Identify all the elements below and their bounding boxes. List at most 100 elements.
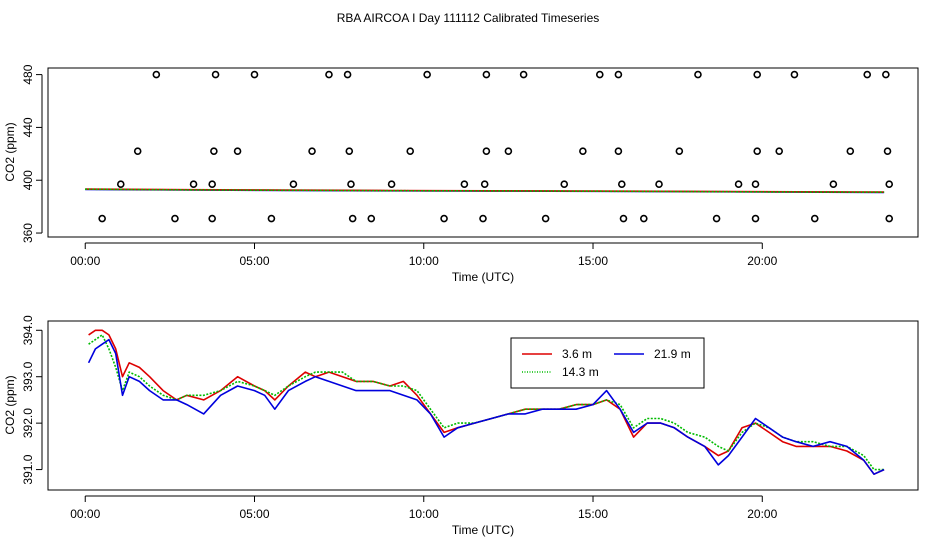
scatter-point bbox=[619, 214, 628, 223]
top-x-axis: 00:00 05:00 10:00 15:00 20:00 bbox=[70, 242, 778, 268]
legend-label-14-3m: 14.3 m bbox=[562, 365, 599, 379]
y-tick-label: 400 bbox=[21, 170, 35, 190]
scatter-point bbox=[480, 180, 489, 188]
scatter-point bbox=[810, 214, 819, 223]
bottom-y-axis: 391.0 392.0 393.0 394.0 bbox=[21, 315, 43, 485]
x-tick-label: 00:00 bbox=[70, 254, 100, 268]
scatter-point bbox=[348, 214, 357, 223]
scatter-point bbox=[753, 147, 762, 155]
x-tick-label: 05:00 bbox=[239, 254, 269, 268]
scatter-point bbox=[345, 147, 354, 155]
scatter-point bbox=[482, 147, 491, 155]
y-tick-label: 394.0 bbox=[21, 315, 35, 345]
scatter-point bbox=[211, 70, 220, 79]
scatter-point bbox=[863, 70, 872, 79]
scatter-point bbox=[734, 180, 743, 188]
scatter-point bbox=[367, 214, 376, 223]
scatter-point bbox=[829, 180, 838, 188]
scatter-point bbox=[267, 214, 276, 223]
scatter-point bbox=[406, 147, 415, 155]
scatter-point bbox=[560, 180, 569, 188]
scatter-point bbox=[885, 180, 894, 188]
scatter-point bbox=[579, 147, 587, 155]
scatter-point bbox=[712, 214, 721, 223]
y-tick-label: 360 bbox=[21, 223, 35, 243]
x-tick-label: 15:00 bbox=[578, 507, 608, 521]
scatter-point bbox=[250, 70, 259, 79]
scatter-point bbox=[846, 147, 855, 155]
scatter-point bbox=[460, 180, 469, 188]
series-line-green-line bbox=[85, 188, 885, 193]
scatter-point bbox=[639, 214, 648, 223]
scatter-point bbox=[440, 214, 448, 223]
scatter-point bbox=[98, 214, 106, 223]
scatter-point bbox=[614, 70, 623, 79]
scatter-point bbox=[655, 180, 663, 188]
scatter-point bbox=[171, 214, 179, 223]
scatter-point bbox=[885, 214, 894, 223]
scatter-point bbox=[775, 147, 784, 155]
y-tick-label: 480 bbox=[21, 64, 35, 84]
scatter-point bbox=[482, 70, 491, 79]
scatter-point bbox=[751, 214, 760, 223]
scatter-point bbox=[233, 147, 242, 155]
scatter-point bbox=[595, 70, 604, 79]
y-tick-label: 393.0 bbox=[21, 361, 35, 391]
scatter-point bbox=[208, 214, 216, 223]
scatter-point bbox=[753, 70, 762, 79]
bottom-x-axis: 00:00 05:00 10:00 15:00 20:00 bbox=[70, 495, 778, 521]
legend-label-3-6m: 3.6 m bbox=[562, 347, 592, 361]
scatter-point bbox=[289, 180, 298, 188]
top-x-axis-label: Time (UTC) bbox=[452, 270, 514, 284]
scatter-point bbox=[675, 147, 684, 155]
legend: 3.6 m 21.9 m 14.3 m bbox=[510, 337, 705, 389]
legend-box bbox=[510, 337, 705, 389]
scatter-point bbox=[189, 180, 198, 188]
bottom-plot-frame bbox=[47, 320, 919, 491]
scatter-point bbox=[325, 70, 333, 79]
top-panel: 00:00 05:00 10:00 15:00 20:00 360 400 440 480 T… bbox=[3, 64, 919, 284]
x-tick-label: 05:00 bbox=[239, 507, 269, 521]
scatter-point bbox=[883, 147, 892, 155]
series-line-14-3-m bbox=[88, 334, 885, 471]
top-y-axis: 360 400 440 480 bbox=[21, 64, 43, 243]
scatter-point bbox=[694, 70, 702, 79]
page-title: RBA AIRCOA I Day 111112 Calibrated Times… bbox=[337, 11, 600, 25]
scatter-point bbox=[343, 70, 352, 79]
top-scatter-points bbox=[98, 70, 894, 223]
scatter-point bbox=[423, 70, 431, 79]
x-tick-label: 00:00 bbox=[70, 507, 100, 521]
bottom-y-axis-label: CO2 (ppm) bbox=[3, 375, 17, 434]
bottom-panel: 00:00 05:00 10:00 15:00 20:00 391.0 392.0 393.… bbox=[3, 315, 919, 537]
scatter-point bbox=[882, 70, 890, 79]
scatter-point bbox=[790, 70, 799, 79]
series-line-3-6-m bbox=[88, 329, 885, 475]
scatter-point bbox=[116, 180, 125, 188]
top-y-axis-label: CO2 (ppm) bbox=[3, 122, 17, 181]
scatter-point bbox=[347, 180, 355, 188]
top-series-lines bbox=[85, 188, 885, 194]
x-tick-label: 10:00 bbox=[409, 254, 439, 268]
scatter-point bbox=[133, 147, 142, 155]
scatter-point bbox=[152, 70, 161, 79]
scatter-point bbox=[617, 180, 626, 188]
scatter-point bbox=[479, 214, 487, 223]
bottom-x-axis-label: Time (UTC) bbox=[452, 523, 514, 537]
scatter-point bbox=[504, 147, 513, 155]
top-plot-frame bbox=[47, 67, 919, 238]
bottom-series-lines bbox=[87, 329, 885, 475]
legend-label-21-9m: 21.9 m bbox=[654, 347, 691, 361]
series-line-21-9-m bbox=[87, 338, 885, 475]
x-tick-label: 15:00 bbox=[578, 254, 608, 268]
scatter-point bbox=[519, 70, 528, 79]
scatter-point bbox=[751, 180, 760, 188]
y-tick-label: 440 bbox=[21, 117, 35, 137]
scatter-point bbox=[208, 180, 216, 188]
scatter-point bbox=[210, 147, 218, 155]
x-tick-label: 20:00 bbox=[747, 507, 777, 521]
scatter-point bbox=[614, 147, 623, 155]
y-tick-label: 391.0 bbox=[21, 454, 35, 484]
y-tick-label: 392.0 bbox=[21, 408, 35, 438]
